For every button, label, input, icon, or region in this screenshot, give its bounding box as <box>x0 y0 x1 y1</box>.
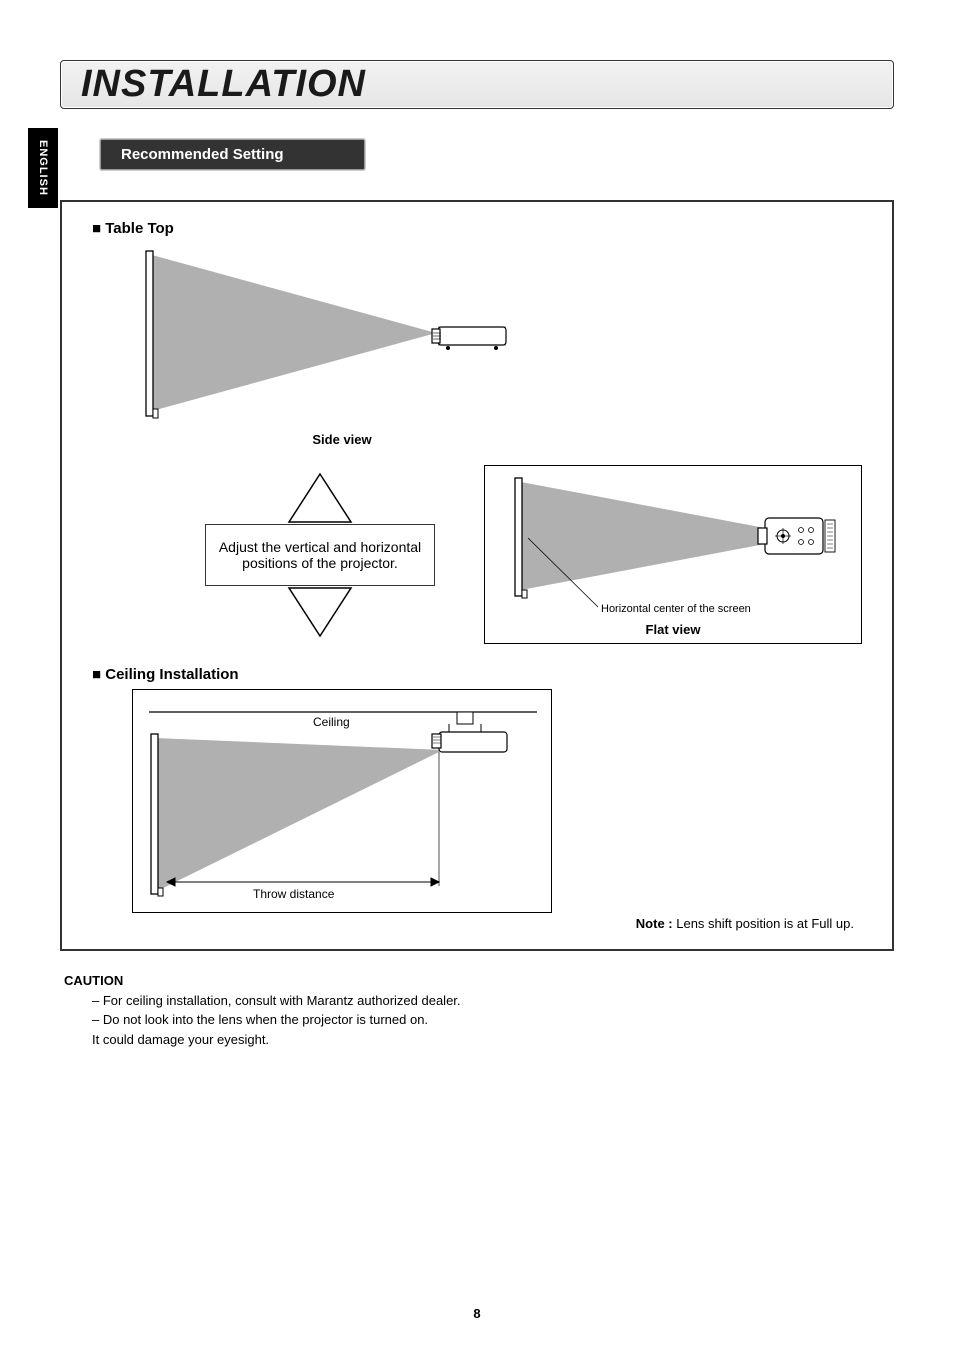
caution-line-1: – For ceiling installation, consult with… <box>64 991 894 1011</box>
language-tab: ENGLISH <box>28 128 58 208</box>
middle-row: Adjust the vertical and horizontal posit… <box>92 465 862 644</box>
flat-view-caption: Flat view <box>493 622 853 637</box>
caution-title: CAUTION <box>64 971 894 991</box>
diagram-frame: ■ Table Top <box>60 200 894 951</box>
subhead-table-top: ■ Table Top <box>92 220 862 237</box>
subhead-table-top-text: Table Top <box>105 220 174 237</box>
ceiling-label: Ceiling <box>313 715 350 729</box>
triangle-down-icon <box>285 586 355 638</box>
horiz-center-label: Horizontal center of the screen <box>601 603 751 615</box>
section-header: Recommended Setting <box>100 139 365 170</box>
caution-block: CAUTION – For ceiling installation, cons… <box>64 971 894 1049</box>
ceiling-diagram: Ceiling <box>132 689 552 913</box>
side-view-diagram: Side view <box>92 243 862 447</box>
page-number: 8 <box>0 1306 954 1321</box>
instruction-box: Adjust the vertical and horizontal posit… <box>205 524 435 586</box>
caution-line-3: It could damage your eyesight. <box>64 1030 894 1050</box>
throw-distance-label: Throw distance <box>253 887 335 901</box>
side-view-caption: Side view <box>132 432 552 447</box>
flat-view-diagram: Horizontal center of the screen Flat vie… <box>484 465 862 644</box>
subhead-ceiling: ■ Ceiling Installation <box>92 666 862 683</box>
page-title: INSTALLATION <box>81 63 873 106</box>
note-line: Note : Lens shift position is at Full up… <box>92 913 862 931</box>
title-bar: INSTALLATION <box>60 60 894 109</box>
triangle-up-icon <box>285 472 355 524</box>
caution-line-2: – Do not look into the lens when the pro… <box>64 1010 894 1030</box>
subhead-ceiling-text: Ceiling Installation <box>105 666 238 683</box>
